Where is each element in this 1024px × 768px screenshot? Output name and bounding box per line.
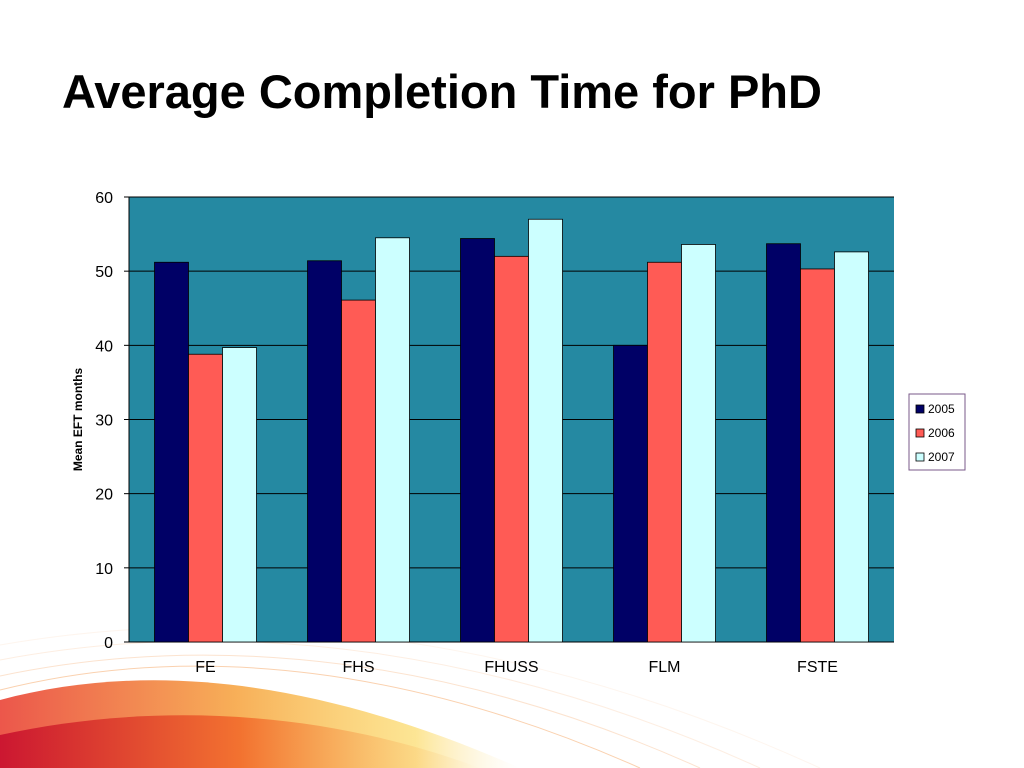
bar-2007-FE (222, 347, 257, 643)
y-tick-label: 40 (95, 338, 113, 355)
y-tick-label: 50 (95, 264, 113, 281)
bar-2005-FHS (307, 260, 342, 643)
legend-label: 2006 (928, 426, 955, 440)
x-tick-label: FLM (649, 659, 681, 676)
x-tick-label: FSTE (797, 659, 838, 676)
bar-2007-FHUSS (528, 218, 563, 643)
x-tick-label: FHUSS (484, 659, 538, 676)
legend-swatch (915, 452, 925, 462)
x-tick-label: FHS (343, 659, 375, 676)
legend-label: 2005 (928, 402, 955, 416)
bar-2006-FHUSS (494, 255, 529, 643)
bar-2007-FSTE (834, 251, 869, 643)
y-tick-label: 60 (95, 190, 113, 207)
legend-swatch (915, 428, 925, 438)
slide-title: Average Completion Time for PhD (62, 65, 822, 118)
bar-2007-FLM (681, 244, 716, 643)
bar-2005-FE (154, 261, 189, 643)
bar-2007-FHS (375, 237, 410, 643)
legend-label: 2007 (928, 450, 955, 464)
y-tick-label: 0 (104, 635, 113, 652)
bar-2005-FSTE (766, 243, 801, 643)
x-tick-label: FE (195, 659, 215, 676)
legend-swatch (915, 404, 925, 414)
y-tick-label: 30 (95, 413, 113, 430)
bar-2006-FHS (341, 299, 376, 643)
y-axis-title: Mean EFT months (71, 368, 85, 472)
bar-2006-FE (188, 353, 223, 643)
y-tick-label: 20 (95, 487, 113, 504)
bar-2005-FLM (613, 344, 648, 643)
bar-2005-FHUSS (460, 238, 495, 643)
bar-2006-FLM (647, 261, 682, 643)
y-tick-label: 10 (95, 561, 113, 578)
bar-2006-FSTE (800, 268, 835, 643)
